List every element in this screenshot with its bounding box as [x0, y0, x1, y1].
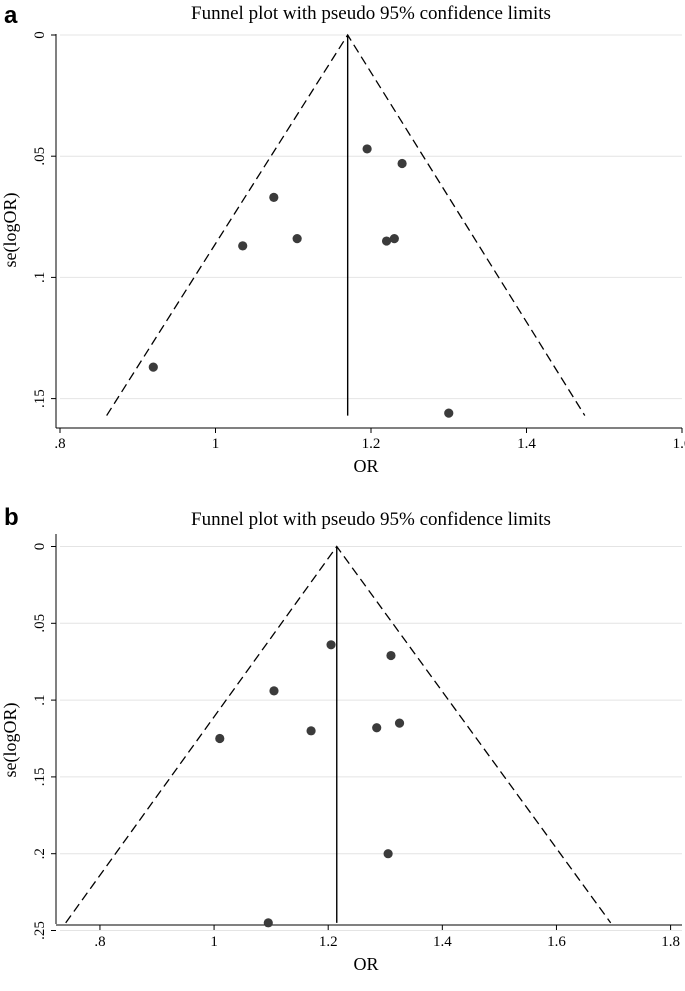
study-point-8 [148, 362, 158, 372]
y-axis-label: se(logOR) [0, 703, 21, 778]
study-point-6 [381, 236, 392, 246]
panel-label-a: a [4, 2, 18, 29]
study-point-1 [326, 640, 336, 650]
x-tick-label: 1.4 [517, 436, 536, 452]
panel-label-b: b [4, 504, 19, 531]
y-tick-label: .15 [32, 389, 48, 408]
funnel-plot-b: 0 .05 .1 .15 .2 .25 .8 1 1.2 1.4 1.6 1.8 OR se(logOR) [0, 534, 682, 974]
y-tick-label: .25 [32, 921, 48, 940]
study-point-3 [269, 192, 279, 203]
x-tick-label: .8 [54, 436, 65, 452]
x-tick-label: 1 [212, 436, 220, 452]
study-point-9 [263, 918, 273, 928]
x-axis-label: OR [353, 456, 378, 476]
study-point-8 [383, 849, 393, 859]
x-tick-label: 1.6 [673, 436, 685, 452]
study-point-3 [269, 686, 279, 696]
study-point-4 [238, 241, 248, 251]
x-tick-label: .8 [94, 934, 105, 950]
funnel-confidence-limits [106, 33, 586, 416]
y-tick-label: .2 [32, 848, 48, 859]
study-point-2 [397, 158, 407, 169]
study-point-7 [394, 718, 405, 728]
study-point-2 [386, 650, 396, 661]
chart-title-a: Funnel plot with pseudo 95% confidence l… [191, 3, 551, 24]
x-tick-label: 1.6 [547, 934, 566, 950]
study-point-5 [306, 726, 316, 736]
study-point-4 [215, 733, 225, 744]
x-tick-label: 1.4 [433, 934, 452, 950]
study-point-6 [372, 723, 382, 733]
funnel-plot-panel-a: a Funnel plot with pseudo 95% confidence… [0, 0, 685, 495]
y-tick-label: .15 [32, 768, 48, 787]
x-tick-label: 1 [210, 934, 218, 950]
y-tick-label: .05 [32, 147, 48, 166]
funnel-plot-a: 0 .05 .1 .15 .8 1 1.2 1.4 1.6 OR se(logOR) [0, 31, 685, 476]
y-tick-label: .05 [32, 614, 48, 633]
study-point-7 [389, 234, 399, 244]
y-tick-label: 0 [32, 543, 48, 551]
y-tick-label: .1 [32, 272, 48, 283]
y-tick-label: 0 [32, 31, 48, 39]
y-axis-label: se(logOR) [0, 193, 21, 268]
x-axis-label: OR [353, 954, 378, 974]
x-tick-label: 1.8 [661, 934, 680, 950]
x-tick-label: 1.2 [362, 436, 381, 452]
study-point-9 [444, 408, 454, 418]
funnel-confidence-limits [65, 545, 612, 924]
study-point-5 [292, 234, 302, 244]
study-point-1 [362, 144, 372, 154]
chart-title-b: Funnel plot with pseudo 95% confidence l… [191, 509, 551, 530]
funnel-plot-panel-b: b Funnel plot with pseudo 95% confidence… [0, 500, 685, 991]
y-tick-label: .1 [32, 694, 48, 705]
x-tick-label: 1.2 [319, 934, 338, 950]
